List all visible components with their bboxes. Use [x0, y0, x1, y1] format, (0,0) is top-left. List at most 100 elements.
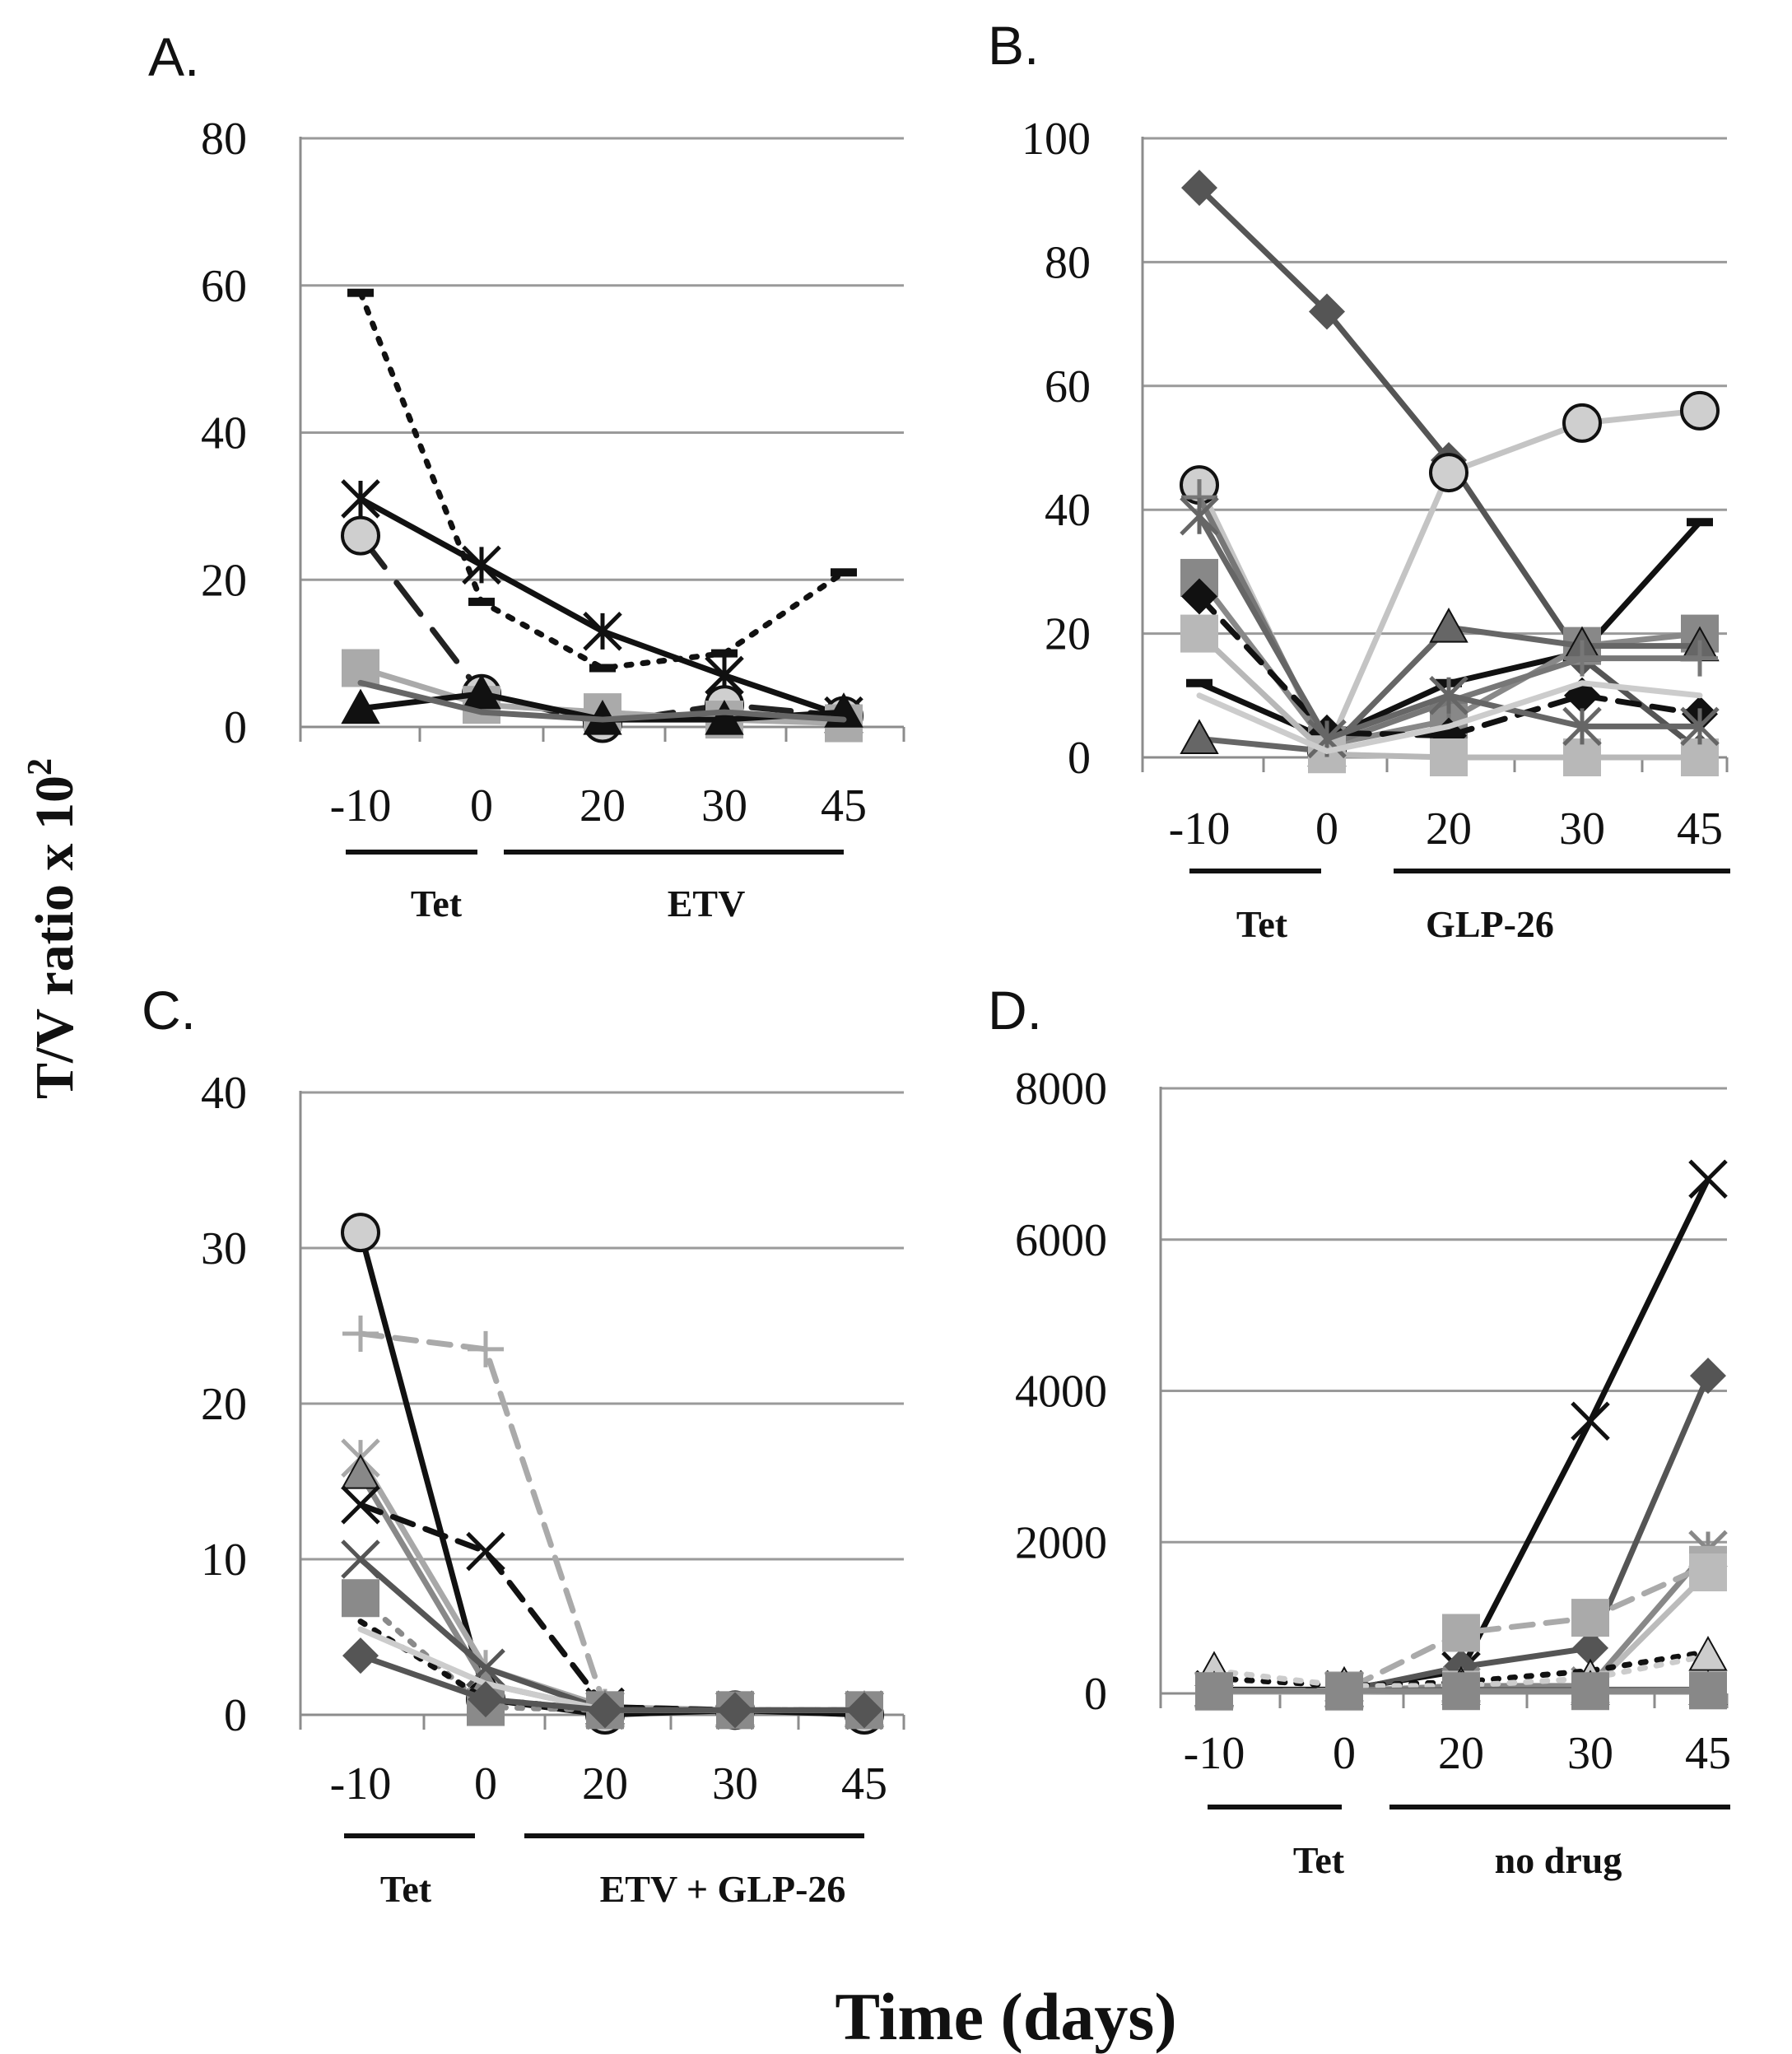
data-point-diamond-30 — [717, 1692, 753, 1729]
data-point-circle-45 — [1680, 390, 1720, 431]
data-point-plus-30 — [1564, 640, 1600, 677]
x-tick-label: 45 — [1685, 1728, 1731, 1779]
x-tick-label: 30 — [701, 780, 747, 831]
x-tick-label: 0 — [1315, 803, 1338, 855]
y-tick-label: 4000 — [1015, 1367, 1107, 1418]
series-line-circle — [357, 1229, 868, 1718]
series-line-star — [357, 496, 847, 720]
data-point-star--10 — [341, 479, 380, 519]
data-point-triangle--10 — [341, 1453, 380, 1489]
y-tick-label: 60 — [1045, 361, 1091, 412]
y-tick-label: 80 — [201, 114, 247, 165]
data-point-diamond-30 — [1572, 1629, 1608, 1666]
x-tick-label: 20 — [1438, 1728, 1484, 1779]
x-axis-title: Time (days) — [835, 1979, 1176, 2054]
x-tick-label: 30 — [1559, 803, 1605, 855]
y-tick-label: 0 — [1084, 1669, 1107, 1720]
phase-label: GLP-26 — [1426, 903, 1554, 945]
data-point-circle--10 — [341, 1213, 380, 1253]
series-diamond — [1196, 1358, 1726, 1710]
phase-label: Tet — [1293, 1839, 1345, 1881]
data-point-dash-marker-45 — [1687, 518, 1713, 527]
y-tick-label: 6000 — [1015, 1215, 1107, 1266]
series-line-light — [1196, 680, 1703, 754]
data-point-plus-dashed--10 — [342, 1315, 379, 1352]
x-tick-label: -10 — [330, 1758, 392, 1809]
x-tick-label: 0 — [474, 1758, 497, 1809]
phase-label: ETV + GLP-26 — [600, 1868, 846, 1910]
x-tick-label: 30 — [1567, 1728, 1613, 1779]
data-point-star-45 — [1680, 706, 1720, 747]
series-square-dark — [1195, 1671, 1727, 1711]
y-tick-label: 20 — [201, 555, 247, 606]
y-tick-label: 2000 — [1015, 1517, 1107, 1568]
panel-letter: C. — [142, 980, 196, 1041]
data-point-star-30 — [1562, 706, 1602, 747]
y-tick-label: 10 — [201, 1535, 247, 1586]
y-tick-label: 20 — [1045, 609, 1091, 660]
series-light — [1196, 680, 1703, 754]
data-point-diamond-0 — [468, 1681, 504, 1718]
data-point-dotted-dash-0 — [468, 598, 495, 607]
data-point-dotted-dash-30 — [711, 649, 738, 658]
x-tick-label: -10 — [1169, 803, 1231, 855]
data-point-circle-30 — [1562, 403, 1602, 443]
y-tick-label: 80 — [1045, 237, 1091, 288]
panel-d: D. 0 2000 4000 6000 8000 -10 0 20 30 45 Tet no drug — [988, 980, 1731, 1881]
panel-a: A. 0 20 40 60 80 -10 0 20 30 45 Tet ETV — [148, 26, 905, 925]
x-tick-label: 45 — [1677, 803, 1723, 855]
y-tick-label: 0 — [1068, 733, 1091, 784]
x-tick-label: -10 — [1184, 1728, 1245, 1779]
series-plus-dashed — [342, 1315, 882, 1729]
x-tick-label: 20 — [582, 1758, 628, 1809]
phase-label: Tet — [1236, 903, 1288, 945]
data-point-square-dashed-20 — [1442, 1614, 1480, 1652]
phase-label: Tet — [380, 1868, 432, 1910]
data-point-square-dark-20 — [1442, 1672, 1480, 1711]
data-point-star--10 — [1180, 496, 1219, 536]
series-diamond — [342, 1637, 882, 1729]
x-tick-label: 20 — [579, 780, 626, 831]
data-point-square-light-45 — [1681, 738, 1719, 776]
x-tick-label: 0 — [470, 780, 493, 831]
y-axis-title-superscript: 2 — [21, 758, 59, 775]
data-point-star-0 — [462, 545, 501, 585]
data-point-square-light-20 — [1430, 738, 1468, 776]
panel-letter: B. — [988, 15, 1039, 76]
data-point-diamond-45 — [1690, 1358, 1726, 1395]
y-tick-label: 40 — [201, 1068, 247, 1119]
phase-label: no drug — [1495, 1839, 1622, 1881]
data-point-dash-marker--10 — [1186, 678, 1213, 687]
data-point-square-light-30 — [1563, 738, 1601, 776]
phase-label: Tet — [411, 883, 463, 925]
series-line-star — [357, 1455, 868, 1713]
data-point-diamond--10 — [342, 1637, 379, 1674]
y-tick-label: 30 — [201, 1223, 247, 1274]
data-point-square-dotted--10 — [342, 1579, 379, 1618]
data-point-square-light-45 — [1689, 1553, 1727, 1591]
series-line-dotted-dash — [357, 290, 847, 671]
panel-b: B. 0 20 40 60 80 100 -10 0 20 30 45 Tet GLP-26 — [988, 15, 1730, 945]
x-tick-label: 20 — [1426, 803, 1472, 855]
series-dotted-dash — [347, 288, 857, 673]
series-triangle — [341, 1453, 884, 1726]
data-point-x--10 — [341, 1539, 380, 1579]
data-point-diamond-20 — [587, 1692, 623, 1729]
data-point-square-dark-45 — [1689, 1671, 1727, 1710]
data-point-star-20 — [1429, 676, 1469, 715]
y-axis-title-text: T/V ratio x 10 — [25, 775, 85, 1099]
data-point-dotted-dash-45 — [831, 568, 857, 577]
panel-c: C. 0 10 20 30 40 -10 0 20 30 45 Tet ETV + GLP-26 — [142, 980, 905, 1910]
y-tick-label: 0 — [224, 702, 247, 753]
series-line-dark-gray — [357, 679, 847, 723]
x-tick-label: 30 — [712, 1758, 758, 1809]
y-tick-label: 8000 — [1015, 1064, 1107, 1115]
data-point-diamond-dashed--10 — [1181, 578, 1217, 615]
data-point-circle-20 — [1429, 453, 1469, 493]
panel-letter: A. — [148, 26, 199, 87]
x-tick-label: -10 — [330, 780, 392, 831]
data-point-circle--10 — [341, 515, 380, 556]
y-tick-label: 0 — [224, 1690, 247, 1741]
data-point-x-45 — [1688, 1159, 1728, 1199]
